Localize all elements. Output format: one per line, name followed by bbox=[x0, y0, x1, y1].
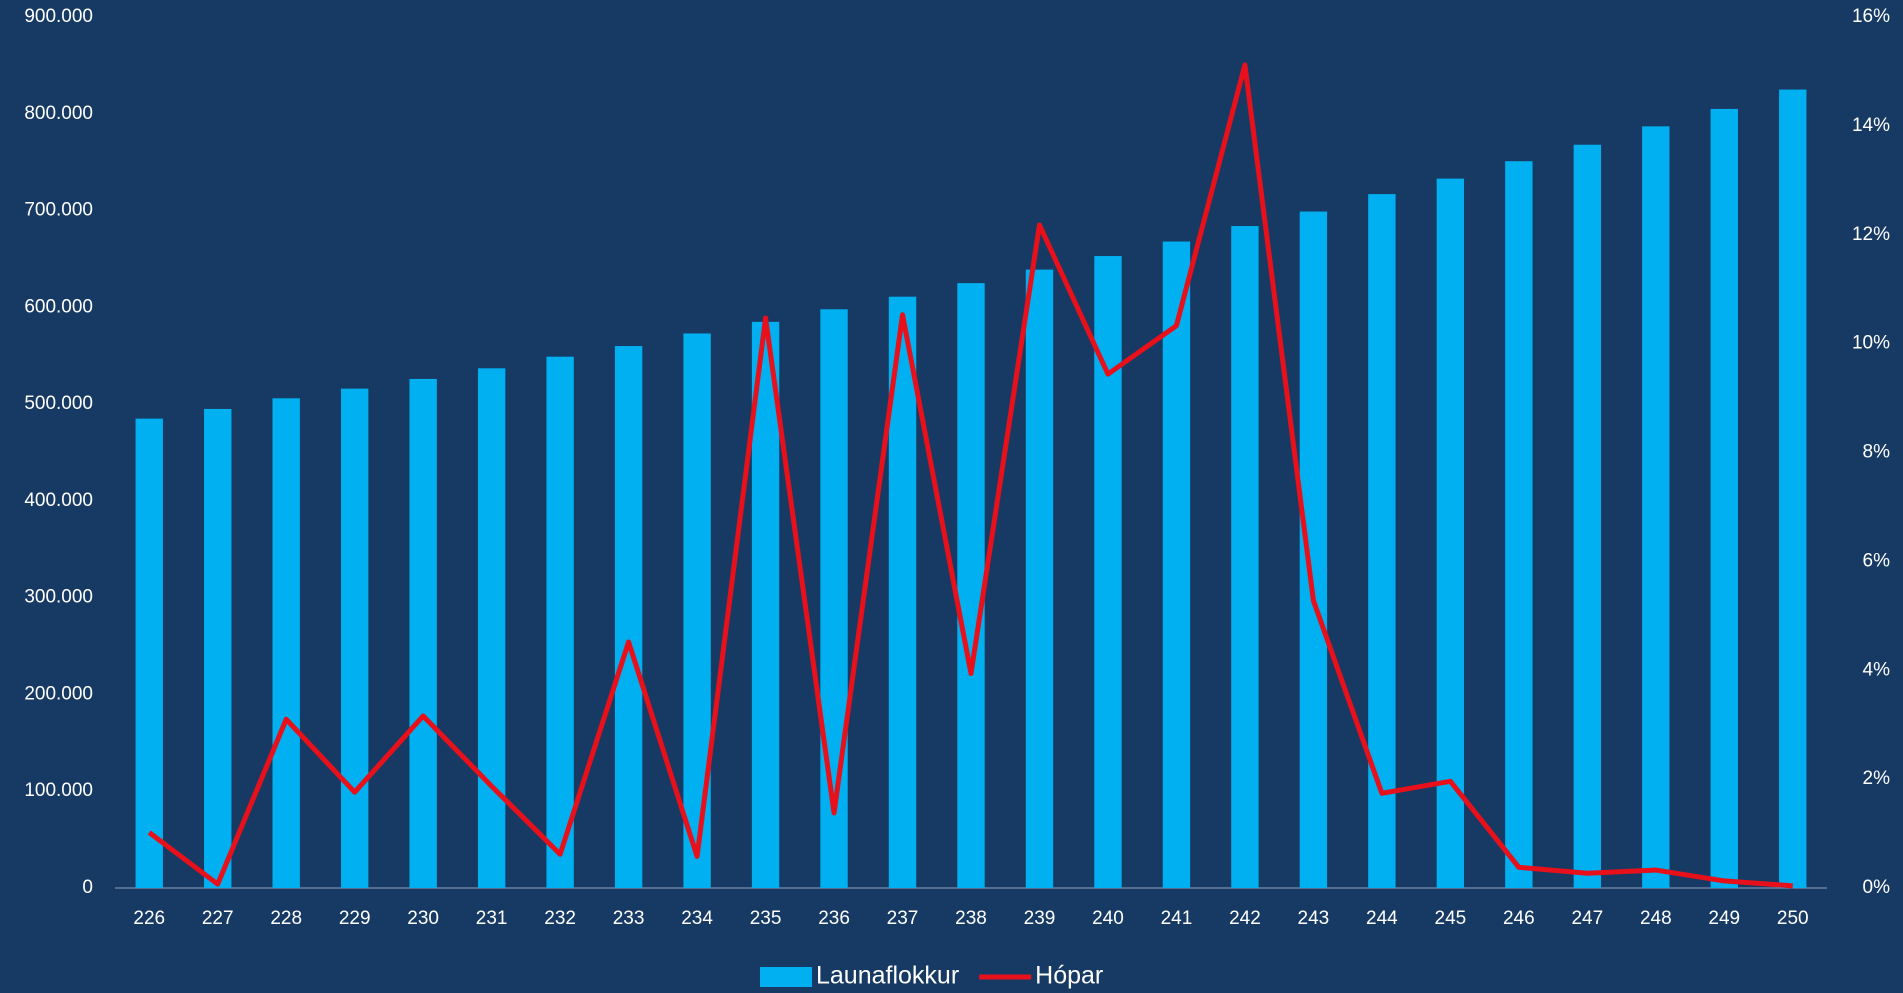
y-tick-label: 200.000 bbox=[24, 683, 93, 704]
x-tick-label: 233 bbox=[613, 908, 645, 929]
x-tick-label: 226 bbox=[133, 908, 165, 929]
bar bbox=[409, 378, 437, 888]
bar bbox=[1505, 161, 1533, 889]
x-tick-label: 234 bbox=[681, 908, 713, 929]
legend-label: Launaflokkur bbox=[816, 962, 959, 990]
x-tick-label: 247 bbox=[1571, 908, 1603, 929]
bar bbox=[1779, 89, 1807, 889]
y2-tick-label: 4% bbox=[1863, 659, 1891, 680]
y-tick-label: 100.000 bbox=[24, 780, 93, 801]
x-tick-label: 249 bbox=[1708, 908, 1740, 929]
bar bbox=[1025, 269, 1054, 889]
bar bbox=[1436, 178, 1465, 888]
bar bbox=[957, 283, 985, 888]
bar bbox=[1162, 241, 1191, 889]
x-tick-label: 250 bbox=[1777, 908, 1809, 929]
bar bbox=[820, 309, 848, 888]
bar bbox=[1231, 226, 1259, 889]
y2-tick-label: 0% bbox=[1863, 877, 1891, 898]
y-tick-label: 500.000 bbox=[24, 393, 93, 414]
bar bbox=[546, 356, 574, 888]
bar bbox=[751, 321, 780, 889]
y2-tick-label: 2% bbox=[1863, 768, 1891, 789]
y-tick-label: 800.000 bbox=[24, 103, 93, 124]
x-tick-label: 228 bbox=[270, 908, 302, 929]
bar bbox=[1094, 256, 1122, 888]
x-tick-label: 242 bbox=[1229, 908, 1261, 929]
y2-tick-label: 12% bbox=[1852, 224, 1890, 245]
y2-tick-label: 10% bbox=[1852, 333, 1890, 354]
bar bbox=[1573, 144, 1602, 888]
x-tick-label: 241 bbox=[1161, 908, 1193, 929]
line bbox=[147, 62, 1793, 889]
bar bbox=[1710, 108, 1738, 888]
y-tick-label: 900.000 bbox=[24, 6, 93, 27]
y2-tick-label: 6% bbox=[1863, 550, 1891, 571]
bar bbox=[204, 408, 232, 888]
x-tick-label: 244 bbox=[1366, 908, 1398, 929]
x-tick-label: 245 bbox=[1435, 908, 1467, 929]
x-tick-label: 243 bbox=[1298, 908, 1330, 929]
y-tick-label: 600.000 bbox=[24, 296, 93, 317]
x-tick-label: 240 bbox=[1092, 908, 1124, 929]
x-tick-label: 231 bbox=[476, 908, 508, 929]
x-tick-label: 246 bbox=[1503, 908, 1535, 929]
x-tick-label: 248 bbox=[1640, 908, 1672, 929]
legend-swatch bbox=[760, 967, 812, 987]
x-tick-label: 229 bbox=[339, 908, 371, 929]
x-tick-label: 238 bbox=[955, 908, 987, 929]
x-tick-label: 237 bbox=[887, 908, 919, 929]
y-tick-label: 300.000 bbox=[24, 587, 93, 608]
bar bbox=[1368, 194, 1396, 888]
bar bbox=[272, 398, 300, 888]
bar bbox=[1642, 126, 1670, 888]
y2-tick-label: 14% bbox=[1852, 115, 1890, 136]
x-tick-label: 230 bbox=[407, 908, 439, 929]
y2-tick-label: 8% bbox=[1863, 442, 1891, 463]
y-tick-label: 700.000 bbox=[24, 200, 93, 221]
bar bbox=[614, 346, 643, 888]
x-tick-label: 235 bbox=[750, 908, 782, 929]
bar bbox=[1299, 211, 1328, 889]
bar bbox=[340, 388, 369, 888]
y-tick-label: 0 bbox=[82, 877, 93, 898]
x-tick-label: 236 bbox=[818, 908, 850, 929]
y2-tick-label: 16% bbox=[1852, 6, 1890, 27]
x-tick-label: 227 bbox=[202, 908, 234, 929]
x-tick-label: 239 bbox=[1024, 908, 1056, 929]
bar bbox=[683, 333, 711, 888]
legend-label: Hópar bbox=[1035, 962, 1103, 990]
x-tick-label: 232 bbox=[544, 908, 576, 929]
bar bbox=[477, 368, 506, 888]
y-tick-label: 400.000 bbox=[24, 490, 93, 511]
bar bbox=[135, 418, 163, 888]
